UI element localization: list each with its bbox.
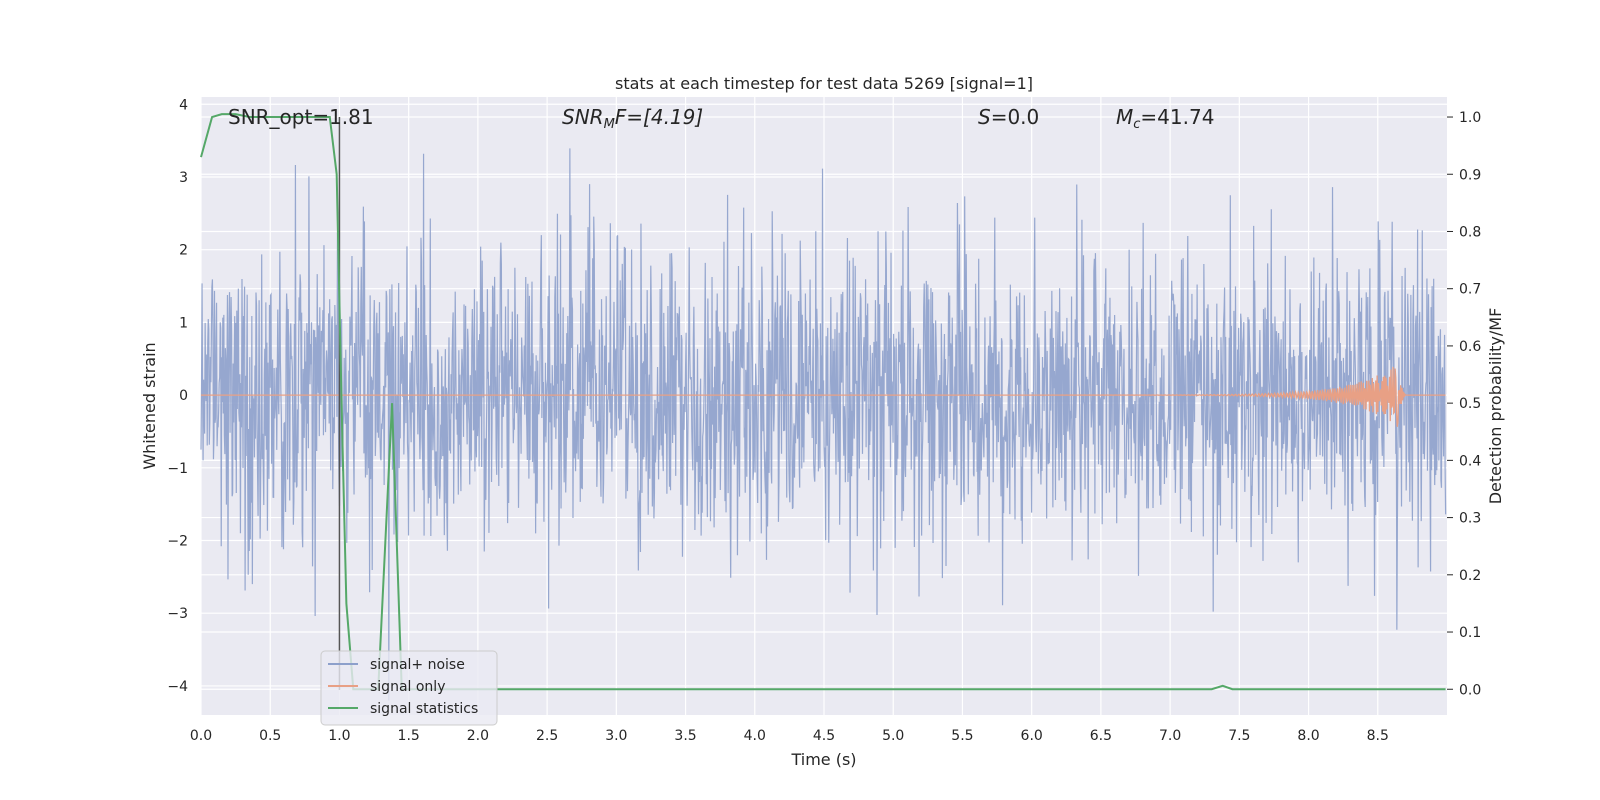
y2-tick-label: 0.5 — [1459, 396, 1481, 412]
x-tick-label: 5.0 — [882, 728, 904, 744]
y-axis-title: Whitened strain — [140, 342, 159, 469]
x-tick-label: 6.0 — [1021, 728, 1043, 744]
annotation-s: S=0.0 — [978, 105, 1039, 129]
x-tick-label: 5.5 — [951, 728, 973, 744]
x-tick-label: 8.0 — [1297, 728, 1319, 744]
y2-axis-ticks: 0.0 0.1 0.2 0.3 0.4 0.5 0.6 0.7 0.8 0.9 1.0 — [1447, 110, 1481, 698]
y2-tick-label: 0.2 — [1459, 568, 1481, 584]
x-tick-label: 6.5 — [1090, 728, 1112, 744]
legend-label-noise: signal+ noise — [370, 657, 465, 673]
mc-value: =41.74 — [1140, 105, 1214, 129]
legend-label-stats: signal statistics — [370, 701, 478, 717]
s-value: =0.0 — [991, 105, 1040, 129]
y-axis-ticks: −4 −3 −2 −1 0 1 2 3 4 — [167, 97, 188, 695]
y-tick-label: −1 — [167, 461, 188, 477]
signal-plus-noise-line — [200, 148, 1447, 701]
y-tick-label: −4 — [167, 679, 188, 695]
y2-tick-label: 0.9 — [1459, 167, 1481, 183]
snr-mf-sub: M — [604, 117, 615, 132]
y2-tick-label: 1.0 — [1459, 110, 1481, 126]
y2-tick-label: 0.4 — [1459, 453, 1481, 469]
y-tick-label: 4 — [179, 97, 188, 113]
x-tick-label: 7.0 — [1159, 728, 1181, 744]
snr-mf-base: SNR — [562, 105, 604, 129]
mc-sub: c — [1133, 117, 1140, 132]
x-tick-label: 1.0 — [328, 728, 350, 744]
y-tick-label: 2 — [179, 243, 188, 259]
signal-only-series — [201, 366, 1446, 427]
annotation-snr-mf: SNRMF=[4.19] — [562, 105, 703, 132]
x-tick-label: 3.5 — [674, 728, 696, 744]
x-tick-label: 0.0 — [190, 728, 212, 744]
legend-label-signal: signal only — [370, 679, 445, 695]
mc-var: M — [1116, 105, 1133, 129]
signal-plus-noise-series — [200, 148, 1447, 701]
x-tick-label: 3.0 — [605, 728, 627, 744]
snr-mf-tail: F=[4.19] — [615, 105, 703, 129]
y-tick-label: −2 — [167, 534, 188, 550]
x-axis-title: Time (s) — [790, 750, 856, 769]
y2-tick-label: 0.0 — [1459, 682, 1481, 698]
y2-tick-label: 0.7 — [1459, 282, 1481, 298]
y-tick-label: 0 — [179, 388, 188, 404]
y-tick-label: 1 — [179, 315, 188, 331]
s-var: S — [978, 105, 991, 129]
chart-title: stats at each timestep for test data 526… — [615, 74, 1033, 93]
x-tick-label: 4.5 — [813, 728, 835, 744]
y2-tick-label: 0.8 — [1459, 224, 1481, 240]
y-tick-label: −3 — [167, 606, 188, 622]
signal-only-line — [201, 366, 1446, 427]
legend-box — [320, 650, 498, 726]
annotation-mc: Mc=41.74 — [1116, 105, 1214, 132]
legend: signal+ noise signal only signal statist… — [320, 650, 498, 726]
y-tick-label: 3 — [179, 170, 188, 186]
y2-axis-title: Detection probability/MF — [1486, 308, 1505, 505]
y2-tick-label: 0.3 — [1459, 511, 1481, 527]
y2-tick-label: 0.1 — [1459, 625, 1481, 641]
x-tick-label: 0.5 — [259, 728, 281, 744]
x-tick-label: 7.5 — [1228, 728, 1250, 744]
x-tick-label: 1.5 — [398, 728, 420, 744]
x-tick-label: 2.0 — [467, 728, 489, 744]
y2-tick-label: 0.6 — [1459, 339, 1481, 355]
x-tick-label: 8.5 — [1367, 728, 1389, 744]
x-tick-label: 2.5 — [536, 728, 558, 744]
annotation-snr-opt: SNR_opt=1.81 — [228, 105, 374, 129]
x-axis-ticks: 0.0 0.5 1.0 1.5 2.0 2.5 3.0 3.5 4.0 4.5 5.0 5.5 6.0 6… — [190, 728, 1389, 744]
x-tick-label: 4.0 — [744, 728, 766, 744]
